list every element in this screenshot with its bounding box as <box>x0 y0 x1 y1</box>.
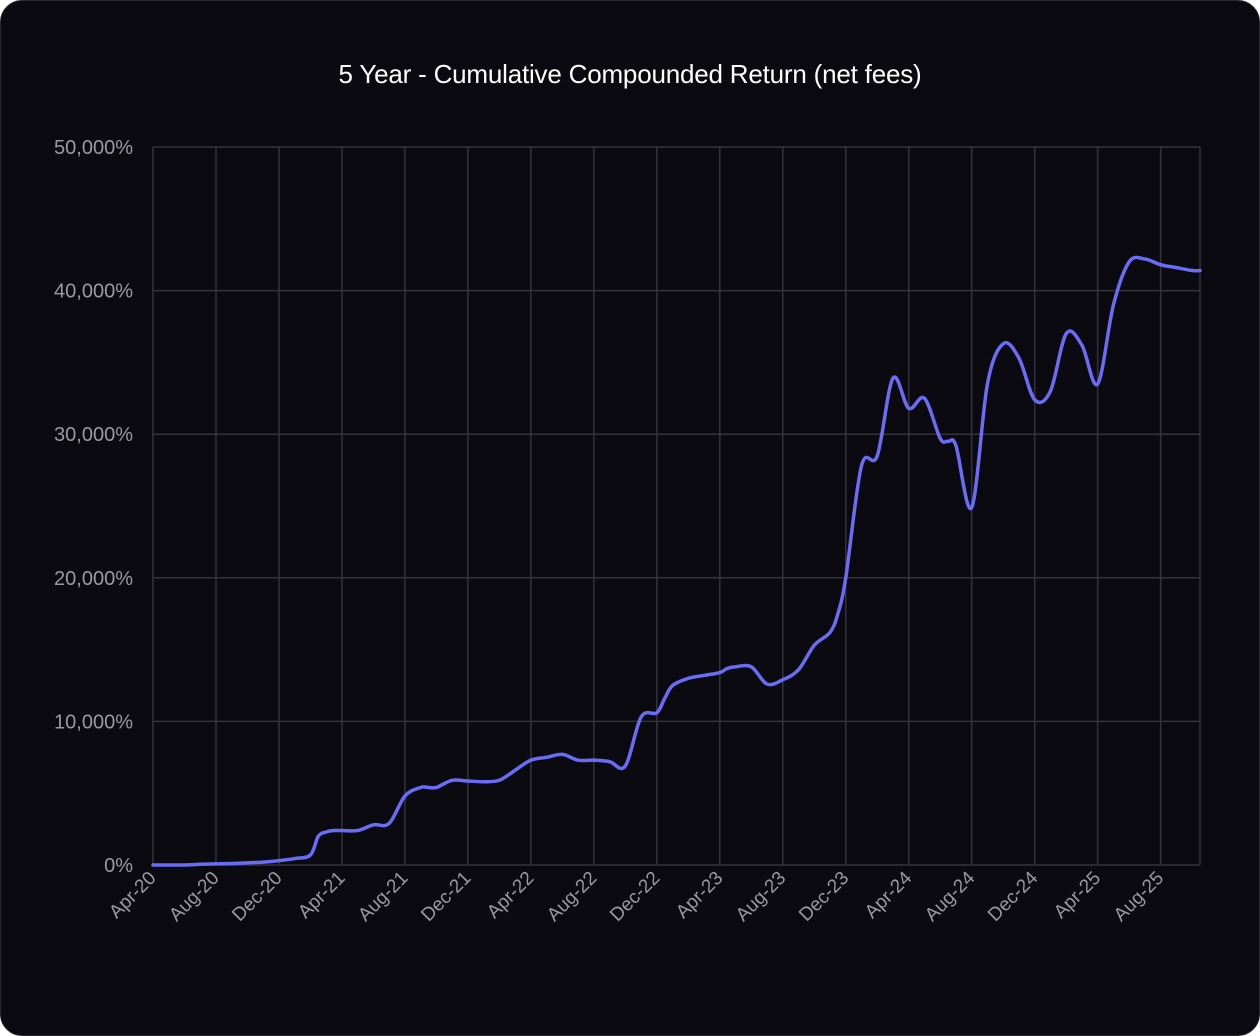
x-tick-label: Apr-25 <box>1050 868 1105 923</box>
series-line <box>151 255 1202 867</box>
x-tick-label: Aug-22 <box>543 868 601 926</box>
y-tick-label: 10,000% <box>54 711 133 733</box>
x-tick-label: Aug-21 <box>354 868 412 926</box>
y-tick-label: 50,000% <box>54 137 133 159</box>
x-tick-label: Apr-22 <box>483 868 538 923</box>
x-tick-label: Apr-23 <box>672 868 727 923</box>
x-tick-label: Dec-21 <box>417 868 475 926</box>
x-tick-label: Apr-24 <box>861 867 916 922</box>
y-tick-label: 0% <box>104 855 133 877</box>
x-tick-label: Dec-24 <box>984 867 1042 925</box>
y-tick-label: 20,000% <box>54 568 133 590</box>
x-tick-label: Dec-23 <box>795 868 853 926</box>
x-tick-label: Apr-21 <box>294 868 349 923</box>
x-axis-ticks: Apr-20 Aug-20 Dec-20 Apr-21 Aug-21 Dec-21 Apr-… <box>105 867 1168 925</box>
y-axis-ticks: 0% 10,000% 20,000% 30,000% 40,000% 50,000% <box>54 137 133 877</box>
chart-title: 5 Year - Cumulative Compounded Return (n… <box>338 59 922 89</box>
x-tick-label: Aug-20 <box>165 868 223 926</box>
gridlines <box>152 146 1201 866</box>
x-tick-label: Dec-20 <box>228 868 286 926</box>
x-tick-label: Aug-25 <box>1110 868 1168 926</box>
y-tick-label: 30,000% <box>54 424 133 446</box>
x-tick-label: Dec-22 <box>606 868 664 926</box>
y-tick-label: 40,000% <box>54 281 133 303</box>
series-layer <box>151 255 1202 867</box>
x-tick-label: Aug-23 <box>732 868 790 926</box>
x-tick-label: Aug-24 <box>921 867 979 925</box>
